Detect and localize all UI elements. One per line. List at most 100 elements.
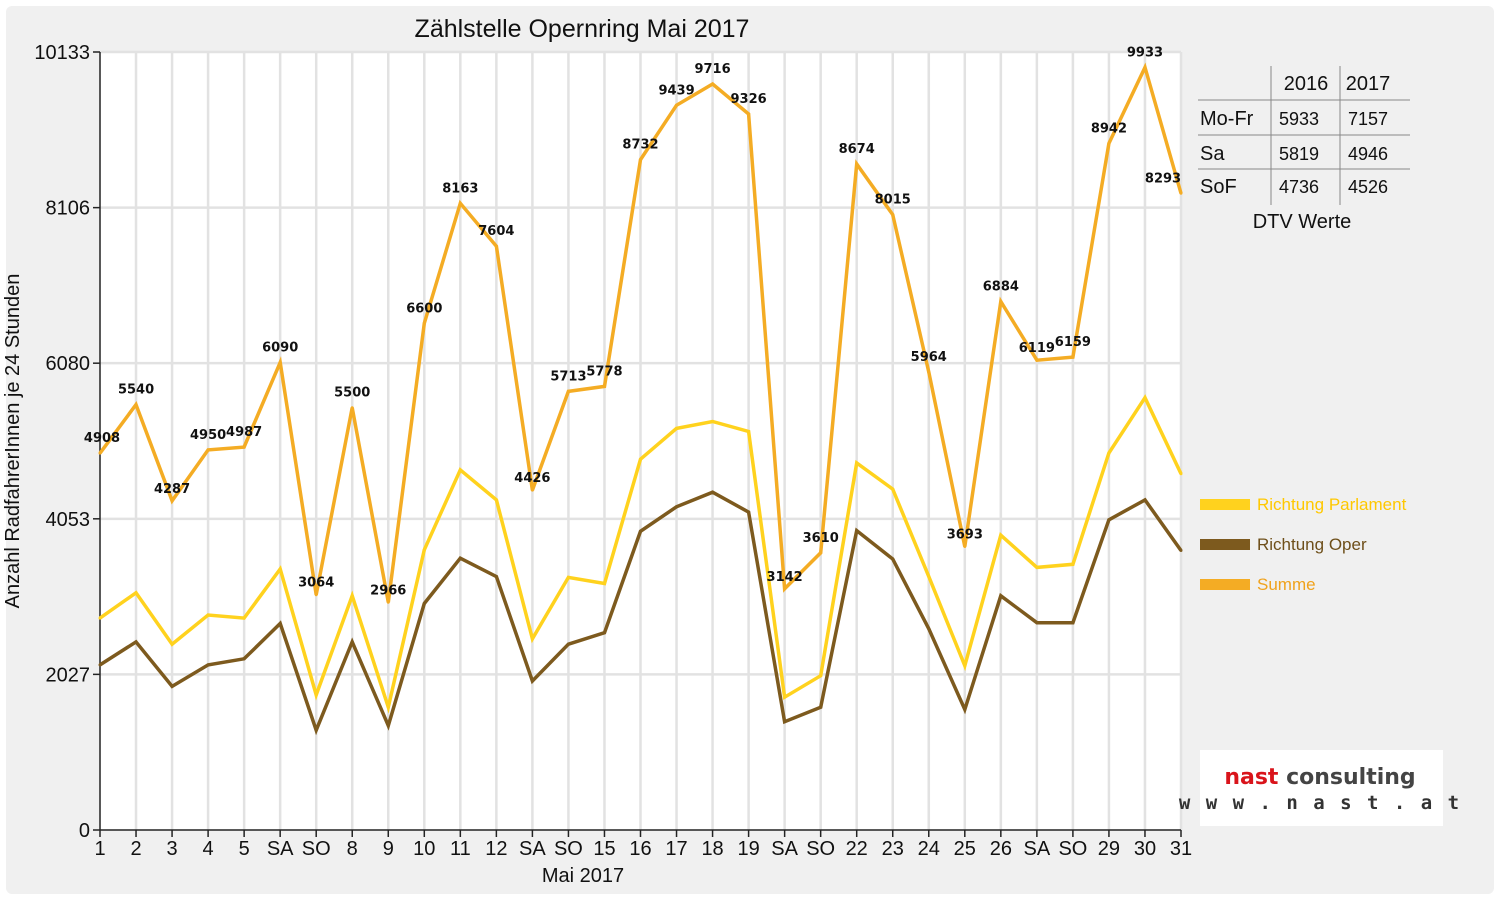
data-label: 5713	[550, 369, 586, 384]
nast-consulting-logo: nast consulting w w w . n a s t . a t	[1179, 750, 1461, 826]
data-point	[422, 321, 426, 325]
data-point	[530, 488, 534, 492]
data-label: 5500	[334, 386, 370, 401]
legend-swatch-parlament	[1200, 499, 1250, 510]
data-point	[422, 548, 426, 552]
data-label: 8732	[622, 138, 658, 153]
data-point	[1107, 141, 1111, 145]
x-tick-label: 23	[882, 838, 904, 860]
data-point	[242, 445, 246, 449]
legend-swatch-summe	[1200, 579, 1250, 590]
y-tick-label: 0	[79, 820, 90, 842]
data-label: 3064	[298, 576, 334, 591]
data-point	[602, 582, 606, 586]
data-label: 6119	[1019, 341, 1055, 356]
data-label: 9439	[658, 83, 694, 98]
data-label: 4987	[226, 425, 262, 440]
data-point	[206, 663, 210, 667]
dtv-header-2016: 2016	[1284, 73, 1329, 95]
data-point	[134, 403, 138, 407]
dtv-cell: 4946	[1348, 144, 1388, 164]
data-point	[639, 457, 642, 461]
data-point	[98, 451, 102, 455]
data-point	[602, 384, 606, 388]
data-point	[566, 642, 570, 646]
data-point	[386, 705, 390, 709]
data-point	[1071, 621, 1075, 625]
x-tick-label: 1	[94, 838, 105, 860]
dtv-caption: DTV Werte	[1253, 211, 1352, 233]
x-tick-label: SO	[806, 838, 835, 860]
logo-name: nast consulting	[1224, 765, 1415, 790]
data-point	[783, 720, 787, 724]
data-label: 3610	[803, 531, 839, 546]
x-tick-label: 30	[1134, 838, 1156, 860]
x-tick-label: 9	[383, 838, 394, 860]
data-point	[350, 640, 354, 644]
data-point	[530, 679, 534, 683]
x-tick-label: SO	[302, 838, 331, 860]
data-label: 3142	[767, 570, 803, 585]
dtv-cell: 7157	[1348, 109, 1388, 129]
x-tick-label: 3	[167, 838, 178, 860]
data-point	[170, 684, 174, 688]
logo-url: w w w . n a s t . a t	[1179, 792, 1461, 814]
dtv-table: 2016 2017 Mo-Fr 5933 7157 Sa 5819 4946 S…	[1198, 66, 1410, 233]
data-point	[494, 498, 498, 502]
x-tick-label: 18	[701, 838, 723, 860]
data-point	[819, 551, 823, 555]
data-point	[963, 664, 967, 668]
dtv-row-label: Mo-Fr	[1200, 108, 1254, 130]
data-point	[206, 448, 210, 452]
data-point	[711, 82, 715, 86]
data-point	[134, 640, 138, 644]
data-point	[999, 594, 1003, 598]
data-point	[1179, 472, 1183, 476]
data-point	[278, 567, 282, 571]
x-tick-label: 25	[954, 838, 976, 860]
data-label: 8942	[1091, 121, 1127, 136]
legend-label-parlament: Richtung Parlament	[1257, 495, 1407, 514]
data-point	[963, 707, 967, 711]
x-tick-label: 31	[1170, 838, 1192, 860]
data-point	[1107, 451, 1111, 455]
data-point	[1179, 191, 1183, 195]
x-tick-label: SA	[771, 838, 798, 860]
data-point	[1179, 549, 1183, 553]
dtv-header-2017: 2017	[1346, 73, 1391, 95]
data-point	[1071, 355, 1075, 359]
data-point	[855, 162, 859, 166]
data-point	[134, 591, 138, 595]
y-tick-label: 6080	[46, 353, 91, 375]
data-point	[747, 510, 751, 514]
dtv-row-label: Sa	[1200, 143, 1225, 165]
data-point	[314, 593, 318, 597]
data-point	[675, 505, 679, 509]
data-point	[711, 420, 715, 424]
data-label: 6159	[1055, 335, 1091, 350]
x-axis-title: Mai 2017	[542, 865, 624, 887]
logo-name-part-1: nast	[1224, 765, 1279, 790]
x-tick-label: 24	[918, 838, 940, 860]
data-point	[1107, 518, 1111, 522]
data-label: 9933	[1127, 45, 1163, 60]
data-point	[350, 594, 354, 598]
data-point	[206, 613, 210, 617]
data-point	[170, 499, 174, 503]
data-point	[927, 370, 931, 374]
data-point	[891, 557, 895, 561]
y-tick-label: 8106	[46, 198, 91, 220]
data-point	[314, 693, 318, 697]
data-label: 8163	[442, 181, 478, 196]
data-point	[278, 360, 282, 364]
dtv-cell: 5819	[1279, 144, 1319, 164]
data-point	[278, 621, 282, 625]
legend-label-summe: Summe	[1257, 575, 1316, 594]
data-label: 3693	[947, 527, 983, 542]
data-point	[566, 389, 570, 393]
data-label: 4908	[84, 431, 120, 446]
data-label: 6600	[406, 301, 442, 316]
dtv-cell: 4736	[1279, 177, 1319, 197]
x-tick-label: 15	[593, 838, 615, 860]
data-point	[783, 587, 787, 591]
